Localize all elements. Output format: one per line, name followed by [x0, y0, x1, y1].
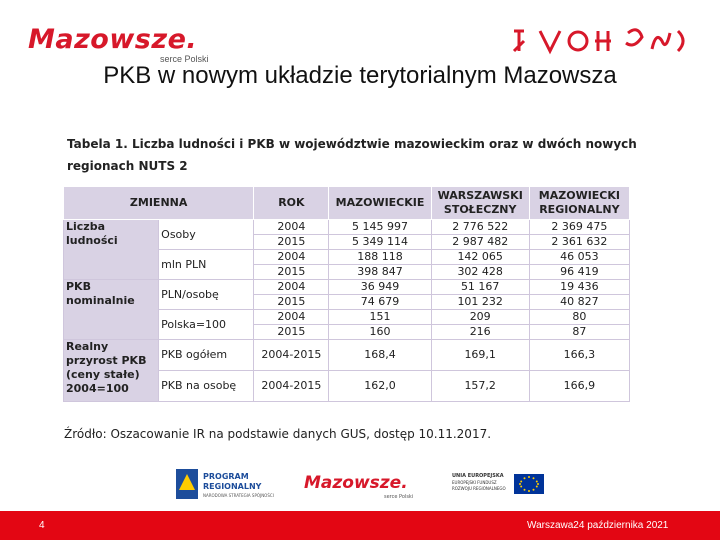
value-cell: 5 145 997 — [328, 219, 432, 235]
program-line-1: PROGRAM — [203, 472, 249, 481]
value-cell: 166,3 — [528, 339, 631, 371]
unit-cell: PKB na osobę — [158, 370, 255, 402]
folk-pattern-icon — [512, 28, 685, 55]
program-line-3: NARODOWA STRATEGIA SPÓJNOŚCI — [203, 493, 274, 498]
star-shape-icon — [179, 474, 195, 490]
table-source: Źródło: Oszacowanie IR na podstawie dany… — [64, 427, 492, 441]
mazowsze-logo: Mazowsze. serce Polski — [28, 24, 218, 74]
table-header-row: ZMIENNA ROK MAZOWIECKIE WARSZAWSKI STOŁE… — [62, 186, 631, 220]
column-header: MAZOWIECKI REGIONALNY — [528, 186, 631, 220]
year-cell: 2015 — [253, 234, 330, 250]
value-cell: 2 987 482 — [430, 234, 530, 250]
table-row: Liczba ludności Osoby 2004 5 145 997 2 7… — [62, 219, 631, 280]
table-caption: Tabela 1. Liczba ludności i PKB w wojewó… — [67, 137, 637, 173]
value-cell: 142 065 — [430, 249, 530, 265]
value-cell: 5 349 114 — [328, 234, 432, 250]
column-header: ZMIENNA — [62, 186, 255, 220]
eu-logo: UNIA EUROPEJSKA EUROPEJSKI FUNDUSZ ROZWO… — [452, 473, 544, 494]
value-cell: 151 — [328, 309, 432, 325]
variable-label: Realny przyrost PKB (ceny stałe) 2004=10… — [62, 339, 160, 402]
funding-logos: PROGRAM REGIONALNY NARODOWA STRATEGIA SP… — [176, 469, 544, 500]
unit-cell: PLN/osobę — [158, 279, 255, 310]
year-cell: 2015 — [253, 264, 330, 280]
table-row: 2015 74 679 101 232 40 827 — [64, 294, 631, 310]
table-row: Realny przyrost PKB (ceny stałe) 2004=10… — [62, 339, 631, 402]
year-cell: 2004 — [253, 279, 330, 295]
value-cell: 40 827 — [528, 294, 631, 310]
eu-line-1: UNIA EUROPEJSKA — [452, 473, 504, 479]
value-cell: 80 — [528, 309, 631, 325]
value-cell: 51 167 — [430, 279, 530, 295]
unit-cell: mln PLN — [158, 249, 255, 280]
mazowsze-small-sub: serce Polski — [384, 494, 413, 500]
mazowsze-small-logo: Mazowsze. serce Polski — [304, 473, 413, 500]
value-cell: 162,0 — [328, 370, 432, 402]
unit-cell: PKB ogółem — [158, 339, 255, 371]
unit-cell: Polska=100 — [158, 309, 255, 340]
variable-label: PKB nominalnie — [62, 279, 160, 340]
eu-stars-icon — [519, 476, 539, 492]
value-cell: 87 — [528, 324, 631, 340]
value-cell: 216 — [430, 324, 530, 340]
column-header: MAZOWIECKIE — [328, 186, 432, 220]
value-cell: 166,9 — [528, 370, 631, 402]
value-cell: 2 776 522 — [430, 219, 530, 235]
eu-flag-icon — [514, 474, 544, 494]
value-cell: 168,4 — [328, 339, 432, 371]
column-header: ROK — [253, 186, 330, 220]
year-cell: 2004 — [253, 249, 330, 265]
value-cell: 398 847 — [328, 264, 432, 280]
eu-line-3: ROZWOJU REGIONALNEGO — [452, 486, 506, 491]
value-cell: 74 679 — [328, 294, 432, 310]
table-row: PKB nominalnie PLN/osobę 2004 36 949 51 … — [62, 279, 631, 340]
value-cell: 188 118 — [328, 249, 432, 265]
page-title: PKB w nowym układzie terytorialnym Mazow… — [103, 62, 617, 89]
value-cell: 160 — [328, 324, 432, 340]
value-cell: 96 419 — [528, 264, 631, 280]
table-row: Polska=100 2004 151 209 80 — [64, 309, 631, 340]
program-line-2: REGIONALNY — [203, 482, 262, 491]
logo-text: Mazowsze. — [28, 24, 198, 55]
eu-line-2: EUROPEJSKI FUNDUSZ — [452, 480, 497, 485]
logo-subtitle: serce Polski — [160, 54, 209, 64]
table-row: 2015 398 847 302 428 96 419 — [64, 264, 631, 280]
year-cell: 2004-2015 — [253, 339, 330, 371]
unit-cell: Osoby — [158, 219, 255, 250]
value-cell: 209 — [430, 309, 530, 325]
footer-bar: 4 Warszawa24 października 2021 — [0, 511, 720, 540]
population-gdp-table: ZMIENNA ROK MAZOWIECKIE WARSZAWSKI STOŁE… — [62, 186, 631, 402]
value-cell: 2 369 475 — [528, 219, 631, 235]
program-regionalny-logo: PROGRAM REGIONALNY NARODOWA STRATEGIA SP… — [176, 469, 274, 499]
variable-label: Liczba ludności — [62, 219, 160, 280]
year-cell: 2015 — [253, 294, 330, 310]
year-cell: 2004 — [253, 219, 330, 235]
page-number: 4 — [39, 520, 45, 531]
value-cell: 36 949 — [328, 279, 432, 295]
year-cell: 2004-2015 — [253, 370, 330, 402]
value-cell: 19 436 — [528, 279, 631, 295]
value-cell: 302 428 — [430, 264, 530, 280]
table-row: PKB na osobę 2004-2015 162,0 157,2 166,9 — [64, 370, 631, 402]
value-cell: 157,2 — [430, 370, 530, 402]
value-cell: 46 053 — [528, 249, 631, 265]
column-header: WARSZAWSKI STOŁECZNY — [430, 186, 530, 220]
year-cell: 2015 — [253, 324, 330, 340]
value-cell: 2 361 632 — [528, 234, 631, 250]
year-cell: 2004 — [253, 309, 330, 325]
mazowsze-small-text: Mazowsze. — [304, 473, 408, 493]
value-cell: 101 232 — [430, 294, 530, 310]
value-cell: 169,1 — [430, 339, 530, 371]
footer-date: Warszawa24 października 2021 — [527, 520, 669, 531]
